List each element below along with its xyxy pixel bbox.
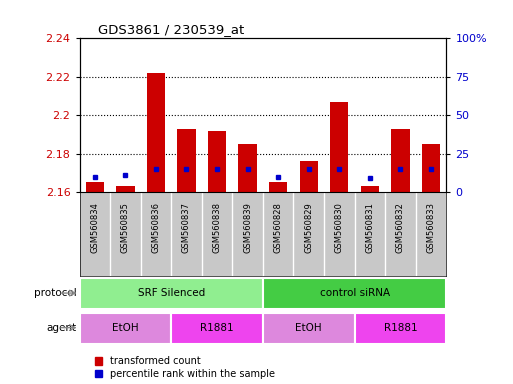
Text: GSM560831: GSM560831 xyxy=(365,202,374,253)
Text: GSM560834: GSM560834 xyxy=(90,202,100,253)
Bar xyxy=(177,129,195,192)
Text: GSM560828: GSM560828 xyxy=(274,202,283,253)
Bar xyxy=(147,73,165,192)
Text: GSM560833: GSM560833 xyxy=(426,202,436,253)
Text: GSM560839: GSM560839 xyxy=(243,202,252,253)
Text: GSM560830: GSM560830 xyxy=(335,202,344,253)
Text: EtOH: EtOH xyxy=(295,323,322,333)
Text: GSM560829: GSM560829 xyxy=(304,202,313,253)
Bar xyxy=(263,313,354,344)
Bar xyxy=(361,186,379,192)
Bar xyxy=(330,102,348,192)
Text: GSM560838: GSM560838 xyxy=(212,202,222,253)
Bar xyxy=(239,144,257,192)
Text: R1881: R1881 xyxy=(384,323,417,333)
Text: control siRNA: control siRNA xyxy=(320,288,390,298)
Bar xyxy=(300,161,318,192)
Text: GSM560837: GSM560837 xyxy=(182,202,191,253)
Bar xyxy=(354,313,446,344)
Text: GSM560832: GSM560832 xyxy=(396,202,405,253)
Bar xyxy=(80,278,263,310)
Bar xyxy=(86,182,104,192)
Text: EtOH: EtOH xyxy=(112,323,139,333)
Bar xyxy=(116,186,134,192)
Text: GSM560836: GSM560836 xyxy=(151,202,161,253)
Bar xyxy=(171,313,263,344)
Bar xyxy=(422,144,440,192)
Text: protocol: protocol xyxy=(34,288,76,298)
Bar xyxy=(269,182,287,192)
Bar xyxy=(391,129,409,192)
Bar xyxy=(263,278,446,310)
Text: SRF Silenced: SRF Silenced xyxy=(137,288,205,298)
Text: GDS3861 / 230539_at: GDS3861 / 230539_at xyxy=(98,23,244,36)
Text: agent: agent xyxy=(46,323,76,333)
Bar xyxy=(80,313,171,344)
Legend: transformed count, percentile rank within the sample: transformed count, percentile rank withi… xyxy=(94,356,275,379)
Text: R1881: R1881 xyxy=(200,323,234,333)
Text: GSM560835: GSM560835 xyxy=(121,202,130,253)
Bar xyxy=(208,131,226,192)
